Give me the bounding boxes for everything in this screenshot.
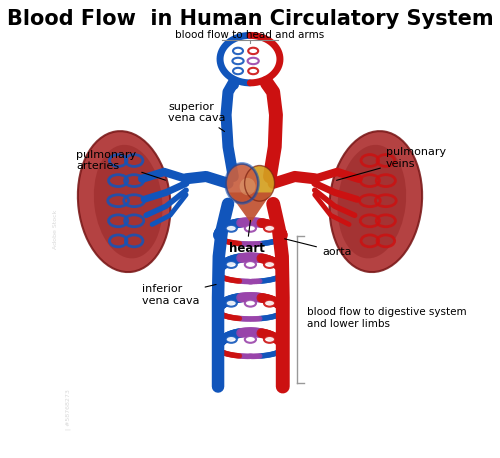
Ellipse shape (78, 131, 170, 272)
Ellipse shape (244, 165, 274, 201)
Ellipse shape (226, 164, 258, 203)
Text: Adobe Stock: Adobe Stock (52, 209, 58, 249)
Text: heart: heart (229, 220, 264, 255)
Ellipse shape (94, 145, 162, 258)
Text: | #58768273: | #58768273 (66, 389, 71, 430)
Ellipse shape (226, 336, 237, 343)
Text: pulmonary
arteries: pulmonary arteries (76, 150, 166, 180)
Ellipse shape (226, 225, 237, 232)
Ellipse shape (245, 261, 256, 268)
Ellipse shape (264, 261, 275, 268)
Text: blood flow to head and arms: blood flow to head and arms (176, 30, 324, 40)
Ellipse shape (245, 300, 256, 306)
Ellipse shape (245, 225, 256, 232)
Text: blood flow to digestive system
and lower limbs: blood flow to digestive system and lower… (306, 307, 466, 329)
Ellipse shape (264, 225, 275, 232)
Text: aorta: aorta (284, 239, 352, 257)
Text: superior
vena cava: superior vena cava (168, 102, 226, 131)
Ellipse shape (264, 336, 275, 343)
Ellipse shape (245, 336, 256, 343)
Ellipse shape (226, 261, 237, 268)
Polygon shape (229, 192, 272, 223)
Text: inferior
vena cava: inferior vena cava (142, 284, 216, 306)
Ellipse shape (226, 300, 237, 306)
Ellipse shape (264, 300, 275, 306)
Text: Blood Flow  in Human Circulatory System: Blood Flow in Human Circulatory System (6, 9, 494, 29)
Ellipse shape (338, 145, 406, 258)
Ellipse shape (240, 178, 256, 195)
Text: pulmonary
veins: pulmonary veins (336, 147, 446, 180)
Ellipse shape (330, 131, 422, 272)
